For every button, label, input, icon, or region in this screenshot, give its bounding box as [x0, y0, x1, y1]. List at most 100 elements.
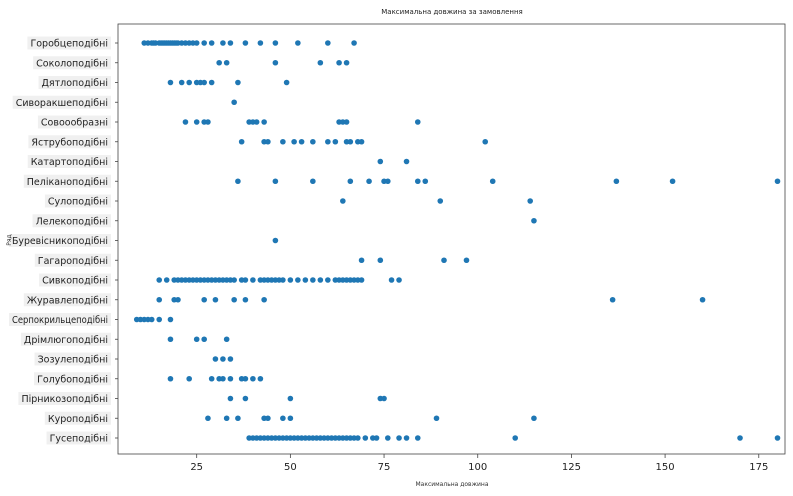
y-tick-label: Гагароподібні — [38, 256, 108, 267]
y-tick-label: Сиворакшеподібні — [16, 98, 108, 109]
data-point — [358, 257, 365, 264]
y-tick-label: Журавлеподібні — [27, 295, 108, 306]
data-point — [272, 237, 279, 244]
data-point — [414, 435, 421, 441]
data-point — [235, 178, 241, 185]
data-point — [295, 40, 301, 46]
data-point — [317, 277, 324, 283]
data-point — [384, 178, 391, 185]
data-point — [216, 59, 222, 66]
data-point — [441, 257, 447, 264]
data-point — [310, 178, 316, 185]
data-point — [527, 198, 533, 204]
y-tick-label-bg — [44, 411, 111, 425]
data-point — [175, 296, 181, 303]
data-point — [512, 435, 519, 441]
data-point — [231, 99, 237, 106]
data-point — [280, 138, 286, 145]
data-point — [332, 138, 339, 145]
data-point — [223, 415, 230, 422]
y-tick-label: Сулоподібні — [48, 197, 108, 208]
y-tick-label: Катартоподібні — [31, 157, 108, 168]
data-point — [422, 178, 429, 185]
data-point — [325, 277, 331, 283]
data-point — [235, 415, 241, 422]
data-point — [231, 277, 237, 283]
y-tick-label-bg — [9, 313, 111, 326]
data-point — [242, 40, 249, 46]
data-point — [193, 119, 200, 125]
y-tick-label: Яструбоподібні — [31, 137, 108, 148]
data-point — [201, 40, 207, 46]
y-tick-label-bg — [44, 194, 111, 208]
data-point — [227, 40, 234, 46]
data-point — [156, 296, 163, 303]
data-point — [193, 336, 200, 343]
data-point — [295, 277, 301, 283]
y-tick-label: Дрімлюгоподібні — [24, 335, 108, 346]
data-point — [167, 375, 174, 382]
data-point — [242, 296, 249, 303]
y-tick-label-bg — [9, 234, 111, 247]
y-tick-labels: Горобцеподібні Соколоподібні Дятлоподібні С… — [9, 36, 118, 445]
data-point — [531, 217, 537, 224]
data-point — [325, 138, 331, 145]
y-tick-label: Пірникозоподібні — [21, 394, 108, 405]
chart-title: Максимальна довжина за замовлення — [381, 8, 523, 16]
data-point — [167, 79, 174, 86]
data-point — [265, 138, 271, 145]
x-tick-label: 175 — [749, 462, 768, 473]
data-point — [220, 40, 226, 46]
data-point — [377, 257, 384, 264]
data-point — [186, 79, 192, 86]
data-point — [403, 435, 410, 441]
data-point — [257, 375, 264, 382]
data-point — [340, 198, 346, 204]
y-tick-label: Куроподібні — [48, 414, 108, 425]
data-point — [414, 178, 421, 185]
data-point — [250, 277, 256, 283]
y-tick-label-bg — [27, 155, 111, 168]
y-tick-label: Дятлоподібні — [42, 78, 109, 89]
y-tick-label-bg — [27, 36, 111, 50]
data-point — [302, 277, 309, 283]
data-point — [223, 336, 230, 343]
data-point — [351, 40, 357, 46]
data-point — [220, 375, 226, 382]
data-point — [227, 375, 234, 382]
x-tick-label: 75 — [378, 462, 391, 473]
y-tick-label: Зозулеподібні — [38, 355, 108, 366]
data-point — [531, 415, 537, 422]
y-tick-label-bg — [23, 293, 111, 307]
data-point — [178, 79, 185, 86]
data-point — [250, 375, 256, 382]
data-point — [261, 296, 267, 303]
y-tick-label: Гусеподібні — [50, 434, 108, 445]
data-point — [310, 277, 316, 283]
y-tick-label-bg — [34, 352, 111, 366]
y-tick-label: Сивкоподібні — [42, 276, 108, 287]
y-tick-label: Голубоподібні — [37, 374, 108, 385]
y-tick-label-bg — [28, 135, 111, 149]
data-point — [208, 40, 215, 46]
data-point — [272, 40, 279, 46]
x-tick-label: 150 — [656, 462, 675, 473]
data-point — [396, 435, 402, 441]
data-point — [156, 316, 163, 323]
y-tick-label: Буревісникоподібні — [12, 236, 108, 247]
y-tick-label-bg — [39, 273, 111, 287]
y-tick-label-bg — [34, 372, 111, 386]
y-tick-label-bg — [34, 253, 111, 267]
data-point — [220, 356, 226, 362]
data-point — [167, 336, 174, 343]
data-point — [212, 356, 219, 362]
y-tick-label: Совоообразні — [41, 118, 108, 129]
y-tick-label-bg — [33, 56, 111, 70]
x-tick-label: 125 — [562, 462, 581, 473]
data-point — [212, 296, 219, 303]
data-point — [347, 138, 354, 145]
plot-frame — [117, 23, 786, 455]
y-tick-label-bg — [20, 332, 111, 346]
data-point — [186, 375, 192, 382]
